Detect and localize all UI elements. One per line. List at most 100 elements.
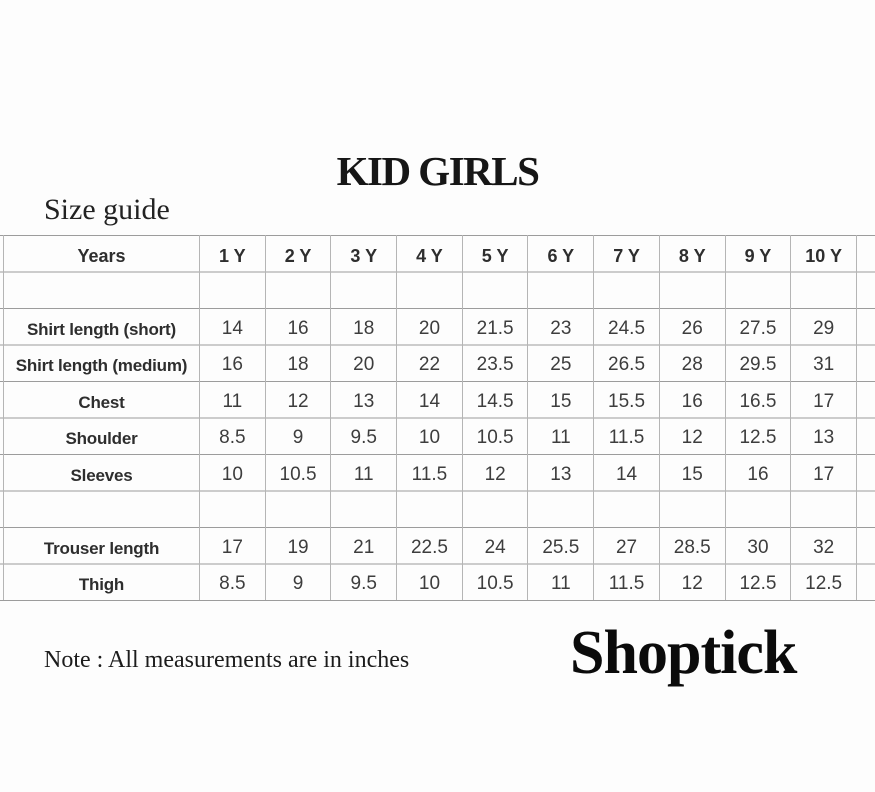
size-value-cell: 13 — [331, 381, 398, 418]
size-value-cell: 12 — [266, 381, 332, 418]
size-value-cell: 16 — [266, 308, 332, 345]
size-value-cell: 26.5 — [594, 344, 660, 381]
size-value-cell: 19 — [266, 527, 332, 564]
size-value-cell: 25.5 — [528, 527, 595, 564]
size-value-cell: 12 — [660, 417, 726, 454]
empty-cell — [463, 490, 529, 527]
column-header: 8 Y — [660, 235, 726, 272]
size-value-cell: 16.5 — [726, 381, 792, 418]
empty-cell — [200, 490, 266, 527]
column-header: 7 Y — [594, 235, 660, 272]
empty-cell — [3, 271, 200, 308]
size-value-cell: 15 — [660, 454, 726, 491]
empty-cell — [3, 490, 200, 527]
size-value-cell: 21.5 — [463, 308, 529, 345]
size-value-cell: 22 — [397, 344, 463, 381]
size-value-cell: 14.5 — [463, 381, 529, 418]
size-value-cell: 16 — [200, 344, 266, 381]
size-value-cell: 10.5 — [463, 563, 529, 600]
size-value-cell: 25 — [528, 344, 595, 381]
size-value-cell: 13 — [791, 417, 857, 454]
size-value-cell: 16 — [726, 454, 792, 491]
size-value-cell: 17 — [791, 454, 857, 491]
size-value-cell: 12.5 — [726, 417, 792, 454]
column-header: 1 Y — [200, 235, 266, 272]
size-value-cell: 12.5 — [791, 563, 857, 600]
size-value-cell: 10 — [397, 563, 463, 600]
size-value-cell: 14 — [594, 454, 660, 491]
size-value-cell: 17 — [200, 527, 266, 564]
measurement-note: Note : All measurements are in inches — [44, 647, 410, 673]
page-title: KID GIRLS — [336, 148, 540, 194]
size-value-cell: 8.5 — [200, 563, 266, 600]
size-value-cell: 11.5 — [397, 454, 463, 491]
size-value-cell: 26 — [660, 308, 726, 345]
size-value-cell: 11.5 — [594, 417, 660, 454]
size-value-cell: 18 — [331, 308, 398, 345]
size-value-cell: 28 — [660, 344, 726, 381]
brand-logo: Shoptick — [570, 619, 797, 687]
size-guide-heading: Size guide — [44, 193, 170, 226]
empty-cell — [726, 490, 792, 527]
column-header: 10 Y — [791, 235, 857, 272]
size-value-cell: 11 — [528, 417, 595, 454]
size-value-cell: 9.5 — [331, 417, 398, 454]
row-label: Shirt length (medium) — [3, 344, 200, 381]
size-value-cell: 21 — [331, 527, 398, 564]
row-label: Trouser length — [3, 527, 200, 564]
size-value-cell: 11 — [528, 563, 595, 600]
size-value-cell: 9 — [266, 563, 332, 600]
empty-cell — [726, 271, 792, 308]
row-label: Sleeves — [3, 454, 200, 491]
column-header: 4 Y — [397, 235, 463, 272]
row-label: Chest — [3, 381, 200, 418]
size-value-cell: 11.5 — [594, 563, 660, 600]
empty-cell — [463, 271, 529, 308]
row-label: Shoulder — [3, 417, 200, 454]
row-label: Thigh — [3, 563, 200, 600]
size-value-cell: 23 — [528, 308, 595, 345]
size-value-cell: 8.5 — [200, 417, 266, 454]
size-value-cell: 29.5 — [726, 344, 792, 381]
row-label: Shirt length (short) — [3, 308, 200, 345]
size-value-cell: 11 — [331, 454, 398, 491]
size-value-cell: 30 — [726, 527, 792, 564]
size-value-cell: 24.5 — [594, 308, 660, 345]
empty-cell — [331, 490, 398, 527]
size-value-cell: 23.5 — [463, 344, 529, 381]
empty-cell — [791, 271, 857, 308]
size-value-cell: 9 — [266, 417, 332, 454]
size-value-cell: 29 — [791, 308, 857, 345]
size-value-cell: 14 — [200, 308, 266, 345]
empty-cell — [528, 490, 595, 527]
size-value-cell: 18 — [266, 344, 332, 381]
column-header: 2 Y — [266, 235, 332, 272]
column-header-years: Years — [3, 235, 200, 272]
size-value-cell: 32 — [791, 527, 857, 564]
size-value-cell: 22.5 — [397, 527, 463, 564]
size-value-cell: 10 — [397, 417, 463, 454]
size-value-cell: 13 — [528, 454, 595, 491]
size-value-cell: 27 — [594, 527, 660, 564]
size-value-cell: 24 — [463, 527, 529, 564]
size-value-cell: 20 — [331, 344, 398, 381]
empty-cell — [791, 490, 857, 527]
size-value-cell: 16 — [660, 381, 726, 418]
empty-cell — [200, 271, 266, 308]
column-header: 6 Y — [528, 235, 595, 272]
size-value-cell: 15 — [528, 381, 595, 418]
size-value-cell: 28.5 — [660, 527, 726, 564]
empty-cell — [660, 271, 726, 308]
empty-cell — [266, 490, 332, 527]
empty-cell — [660, 490, 726, 527]
size-value-cell: 14 — [397, 381, 463, 418]
empty-cell — [266, 271, 332, 308]
size-value-cell: 12.5 — [726, 563, 792, 600]
size-value-cell: 27.5 — [726, 308, 792, 345]
size-value-cell: 15.5 — [594, 381, 660, 418]
empty-cell — [397, 490, 463, 527]
empty-cell — [594, 271, 660, 308]
size-value-cell: 10.5 — [266, 454, 332, 491]
